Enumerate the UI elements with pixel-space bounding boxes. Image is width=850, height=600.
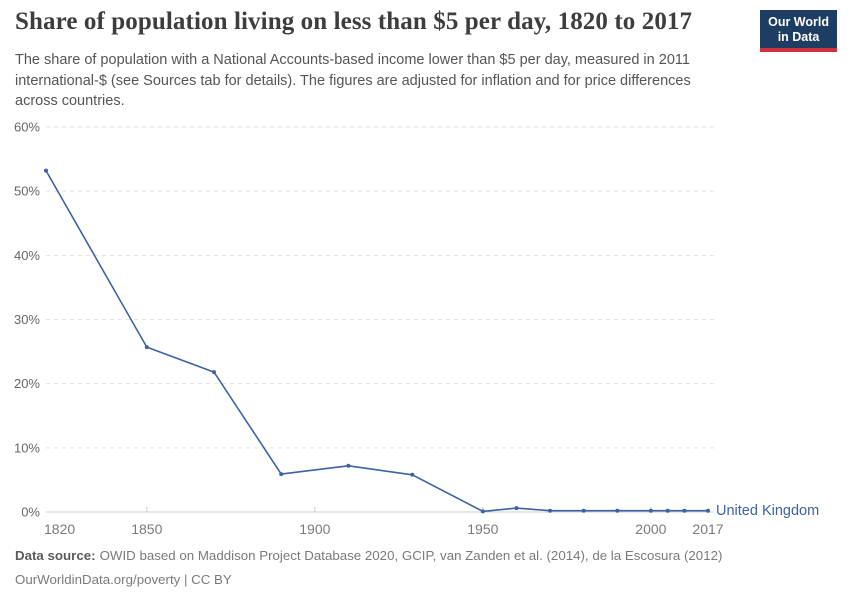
data-point: [279, 472, 284, 477]
x-axis-tick-label: 1950: [467, 521, 498, 537]
y-axis-tick-label: 60%: [14, 120, 40, 135]
x-axis-tick-label: 2000: [635, 521, 666, 537]
data-point: [44, 168, 48, 173]
chart-footer: Data source: OWID based on Maddison Proje…: [15, 544, 722, 592]
data-source-line: Data source: OWID based on Maddison Proje…: [15, 544, 722, 568]
y-axis-tick-label: 40%: [14, 248, 40, 263]
series-label-united-kingdom[interactable]: United Kingdom: [716, 503, 819, 519]
data-point: [682, 508, 687, 513]
data-point: [706, 508, 710, 513]
data-point: [410, 472, 415, 477]
x-axis-tick-label: 1850: [131, 521, 162, 537]
y-axis-tick-label: 20%: [14, 376, 40, 391]
license-line: OurWorldinData.org/poverty | CC BY: [15, 571, 232, 587]
page-title: Share of population living on less than …: [15, 8, 693, 35]
data-point: [648, 508, 653, 513]
y-axis-tick-label: 50%: [14, 184, 40, 199]
data-point: [346, 463, 351, 468]
data-point: [615, 508, 620, 513]
data-point: [144, 345, 149, 350]
data-point: [480, 509, 485, 514]
line-chart-canvas: 0% 10% 20% 30% 40% 50% 60% 1820 1850 1900 1950 2000…: [14, 120, 819, 538]
x-axis-tick-label: 1820: [44, 521, 75, 537]
data-point: [212, 370, 216, 375]
y-axis-tick-label: 0%: [21, 505, 40, 520]
owid-logo: Our World in Data: [760, 10, 837, 52]
owid-logo-line1: Our World: [768, 15, 829, 29]
data-point: [665, 508, 670, 513]
data-point: [581, 508, 586, 513]
y-axis-tick-label: 30%: [14, 312, 40, 327]
y-axis-tick-label: 10%: [14, 440, 40, 455]
line-series: [45, 170, 708, 513]
data-point: [548, 508, 553, 513]
data-source-text: OWID based on Maddison Project Database …: [99, 548, 723, 563]
data-point: [514, 506, 519, 511]
chart-subtitle: The share of population with a National …: [15, 52, 691, 110]
x-axis-tick-label: 1900: [299, 521, 330, 537]
x-axis-tick-label: 2017: [692, 521, 723, 537]
owid-logo-line2: in Data: [777, 29, 820, 44]
data-source-label: Data source:: [15, 548, 96, 563]
